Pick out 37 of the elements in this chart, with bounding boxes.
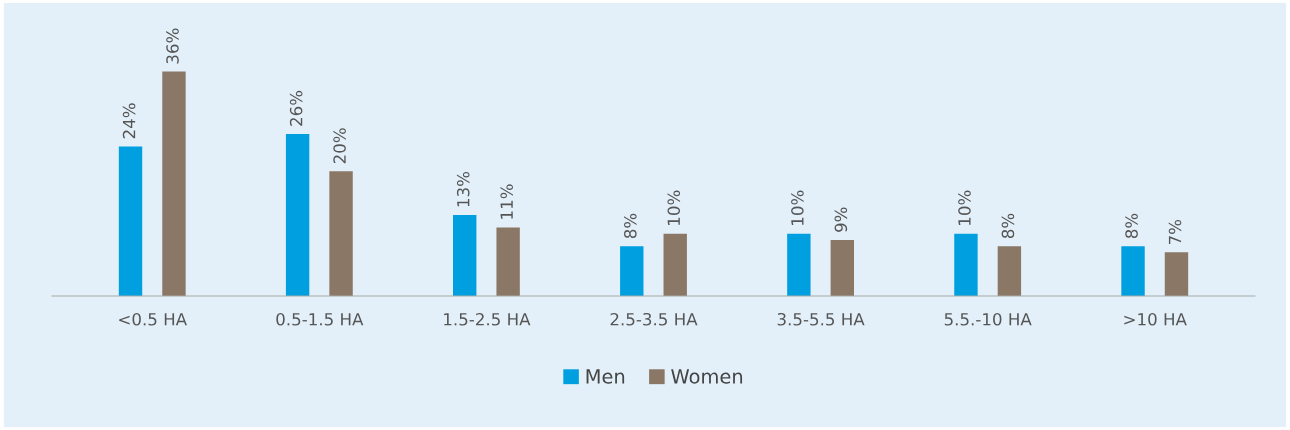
bar — [620, 246, 644, 296]
bar — [453, 214, 477, 296]
legend-label: Men — [586, 369, 625, 384]
bar — [496, 227, 520, 296]
data-label: 10% — [791, 190, 804, 225]
data-label: 36% — [166, 28, 179, 64]
data-label: 7% — [1168, 219, 1182, 245]
data-label: 20% — [333, 128, 346, 164]
data-label: 24% — [122, 103, 136, 139]
bar — [663, 233, 687, 296]
bar — [830, 239, 854, 296]
data-label: 8% — [1125, 213, 1138, 239]
bar — [787, 233, 811, 296]
data-label: 10% — [958, 190, 971, 225]
bar — [1121, 246, 1145, 296]
bar — [329, 171, 353, 296]
x-tick-label: 5.5.-10 HA — [944, 312, 1032, 326]
bar — [118, 146, 143, 296]
x-tick-label: 2.5-3.5 HA — [610, 312, 698, 326]
x-tick-label: >10 HA — [1124, 312, 1187, 326]
legend-label: Women — [671, 369, 743, 384]
bar — [997, 246, 1022, 296]
data-label: 9% — [834, 207, 848, 232]
x-tick-label: <0.5 HA — [119, 312, 187, 326]
bar — [1164, 252, 1189, 296]
data-label: 10% — [667, 190, 681, 225]
data-label: 8% — [1001, 213, 1015, 239]
data-label: 11% — [500, 184, 513, 219]
data-label: 13% — [456, 171, 470, 207]
x-tick-label: 1.5-2.5 HA — [444, 312, 531, 326]
data-label: 26% — [289, 90, 303, 126]
x-tick-label: 0.5-1.5 HA — [276, 312, 364, 326]
bar — [285, 133, 310, 296]
bar — [162, 71, 186, 296]
x-tick-label: 3.5-5.5 HA — [777, 312, 865, 326]
bar — [954, 233, 978, 296]
data-label: 8% — [624, 213, 637, 239]
